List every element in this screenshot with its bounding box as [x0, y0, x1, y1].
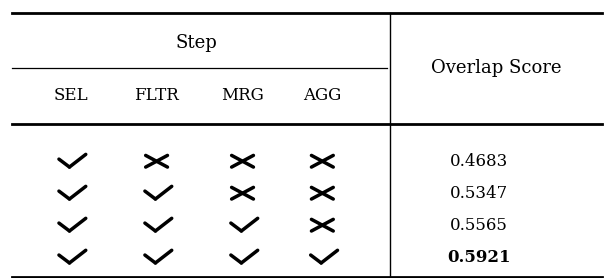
Text: SEL: SEL	[53, 87, 88, 105]
Text: Overlap Score: Overlap Score	[430, 59, 561, 77]
Text: 0.5921: 0.5921	[447, 249, 511, 266]
Text: 0.5565: 0.5565	[450, 217, 508, 234]
Text: 0.4683: 0.4683	[450, 153, 508, 170]
Text: FLTR: FLTR	[134, 87, 179, 105]
Text: AGG: AGG	[303, 87, 341, 105]
Text: 0.5347: 0.5347	[450, 185, 508, 202]
Text: MRG: MRG	[221, 87, 264, 105]
Text: Step: Step	[176, 34, 217, 52]
